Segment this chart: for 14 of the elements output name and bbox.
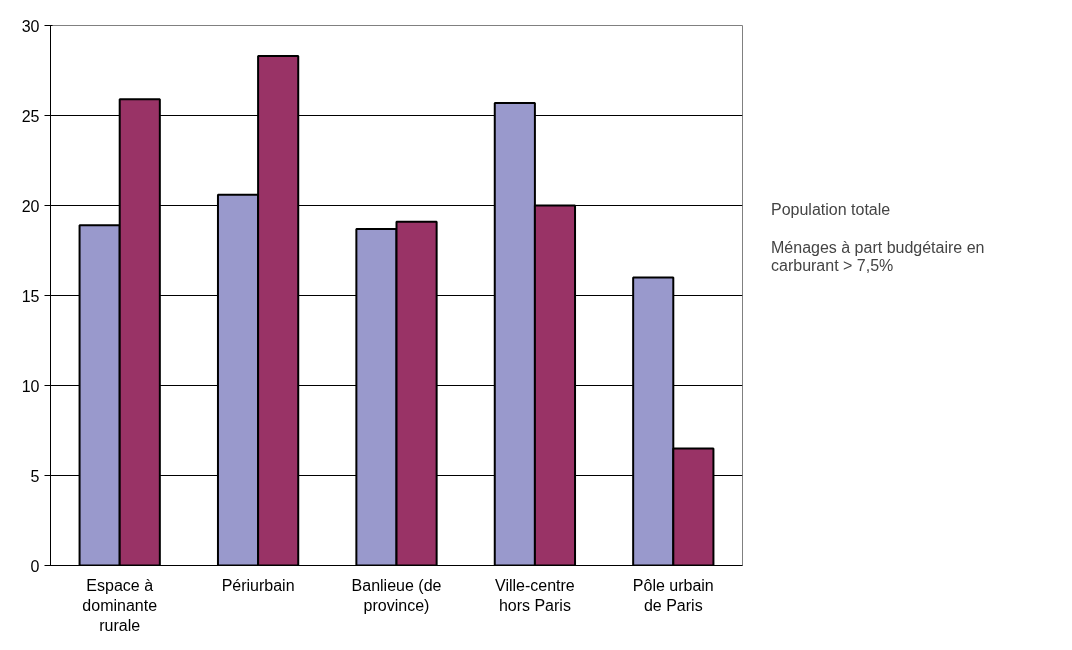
x-tick-label: Périurbain (221, 576, 295, 594)
y-tick-label: 15 (21, 287, 40, 305)
text: Ménages à part budgétaire en carburant > 7,5% (771, 239, 985, 275)
x-tick-label: Espace à dominante rurale (82, 576, 158, 635)
y-tick-label: 20 (21, 197, 40, 215)
y-tick-label: 10 (21, 377, 40, 395)
x-tick-label: Ville-centre hors Paris (495, 576, 575, 614)
x-tick-label: Pôle urbain de Paris (632, 576, 714, 614)
y-tick-label: 30 (21, 17, 40, 35)
y-tick-label: 25 (21, 107, 40, 125)
text: Population totale (771, 201, 891, 219)
y-tick-label: 0 (30, 557, 40, 575)
x-tick-label: Banlieue (de province) (351, 576, 442, 614)
y-tick-label: 5 (30, 467, 40, 485)
